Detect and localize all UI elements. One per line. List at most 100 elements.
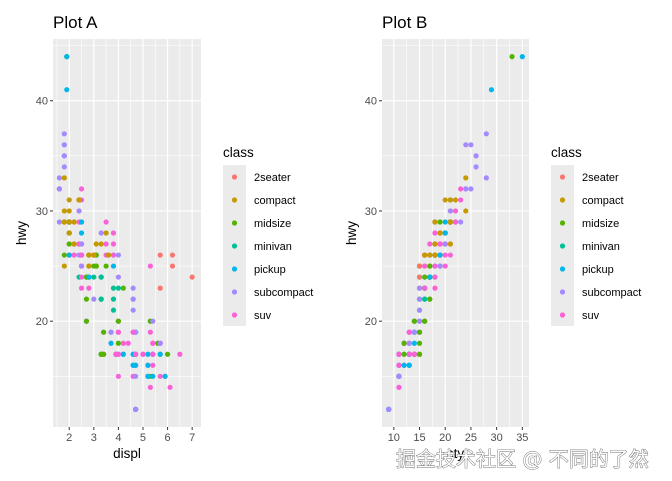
x-tick-label: 25	[465, 432, 477, 444]
data-point-midsize	[411, 318, 417, 324]
legend-label-compact: compact	[582, 195, 624, 207]
data-point-suv	[157, 373, 163, 379]
data-point-subcompact	[61, 142, 67, 148]
legend-key-subcompact	[231, 289, 238, 295]
data-point-suv	[442, 252, 448, 258]
data-point-subcompact	[411, 329, 417, 335]
data-point-midsize	[416, 340, 423, 346]
data-point-pickup	[145, 373, 151, 379]
y-tick-label: 20	[365, 316, 377, 328]
data-point-suv	[130, 329, 136, 335]
panel-background	[382, 39, 529, 427]
data-point-suv	[427, 241, 433, 247]
data-point-pickup	[411, 340, 417, 346]
data-point-pickup	[427, 274, 433, 280]
data-point-midsize	[416, 351, 423, 357]
data-point-compact	[61, 219, 67, 225]
data-point-compact	[86, 263, 92, 269]
x-tick-label: 4	[115, 432, 121, 444]
data-point-compact	[71, 219, 77, 225]
data-point-subcompact	[463, 142, 469, 148]
data-point-pickup	[108, 340, 114, 346]
data-point-suv	[396, 384, 402, 390]
data-point-pickup	[78, 230, 85, 236]
x-tick-label: 30	[490, 432, 502, 444]
data-point-suv	[442, 263, 448, 269]
legend-key-minivan	[231, 243, 238, 249]
data-point-pickup	[145, 362, 151, 368]
data-point-subcompact	[406, 340, 412, 346]
y-axis-title: hwy	[344, 221, 359, 245]
data-point-2seater	[169, 263, 176, 269]
data-point-suv	[78, 252, 85, 258]
legend-key-2seater	[559, 174, 566, 180]
legend-key-suv	[559, 312, 566, 318]
plot-title: Plot A	[53, 13, 98, 32]
legend-key-compact	[231, 197, 238, 203]
data-point-compact	[447, 241, 453, 247]
data-point-pickup	[150, 373, 156, 379]
data-point-suv	[147, 329, 153, 335]
data-point-midsize	[115, 318, 121, 324]
data-point-subcompact	[396, 373, 402, 379]
legend-label-subcompact: subcompact	[254, 287, 313, 299]
data-point-midsize	[103, 263, 109, 269]
data-point-suv	[177, 351, 183, 357]
data-point-midsize	[509, 54, 515, 60]
data-point-suv	[133, 351, 139, 357]
data-point-suv	[115, 329, 121, 335]
data-point-midsize	[401, 351, 407, 357]
data-point-subcompact	[130, 296, 136, 302]
data-point-minivan	[98, 274, 104, 280]
data-point-suv	[432, 263, 438, 269]
data-point-pickup	[401, 362, 407, 368]
data-point-suv	[396, 362, 402, 368]
data-point-minivan	[110, 296, 117, 302]
data-point-midsize	[83, 296, 90, 302]
legend-key-2seater	[231, 174, 238, 180]
plot-panel-b: Plot B 10 15 20 25 30 35 20 30 40 cty hwy class2seat…	[344, 13, 641, 461]
legend-key-suv	[231, 312, 238, 318]
data-point-2seater	[189, 274, 195, 280]
data-point-midsize	[66, 241, 72, 247]
data-point-suv	[78, 274, 85, 280]
x-tick-label: 2	[66, 432, 72, 444]
y-tick-label: 30	[365, 206, 377, 218]
data-point-pickup	[64, 54, 70, 60]
data-point-compact	[91, 252, 97, 258]
data-point-compact	[447, 219, 453, 225]
data-point-compact	[76, 197, 82, 203]
y-tick-label: 40	[365, 96, 377, 108]
data-point-pickup	[157, 351, 163, 357]
data-point-subcompact	[150, 318, 156, 324]
legend-label-subcompact: subcompact	[582, 287, 641, 299]
x-tick-label: 6	[165, 432, 171, 444]
data-point-midsize	[437, 219, 443, 225]
data-point-pickup	[120, 351, 126, 357]
data-point-minivan	[91, 274, 97, 280]
data-point-midsize	[115, 340, 121, 346]
data-point-compact	[432, 252, 438, 258]
data-point-compact	[66, 219, 72, 225]
data-point-midsize	[416, 329, 423, 335]
y-tick-label: 40	[36, 96, 48, 108]
data-point-2seater	[416, 263, 423, 269]
data-point-suv	[167, 384, 173, 390]
legend-label-midsize: midsize	[254, 218, 291, 230]
legend-label-pickup: pickup	[254, 264, 286, 276]
data-point-pickup	[64, 87, 70, 93]
legend-label-suv: suv	[254, 310, 272, 322]
data-point-subcompact	[56, 219, 62, 225]
data-point-subcompact	[133, 373, 139, 379]
data-point-minivan	[115, 285, 121, 291]
data-point-subcompact	[56, 186, 62, 192]
data-point-subcompact	[56, 175, 62, 181]
x-tick-label: 7	[189, 432, 195, 444]
data-point-subcompact	[386, 406, 392, 412]
data-point-midsize	[101, 329, 107, 335]
data-point-midsize	[101, 351, 107, 357]
data-point-compact	[61, 208, 67, 214]
